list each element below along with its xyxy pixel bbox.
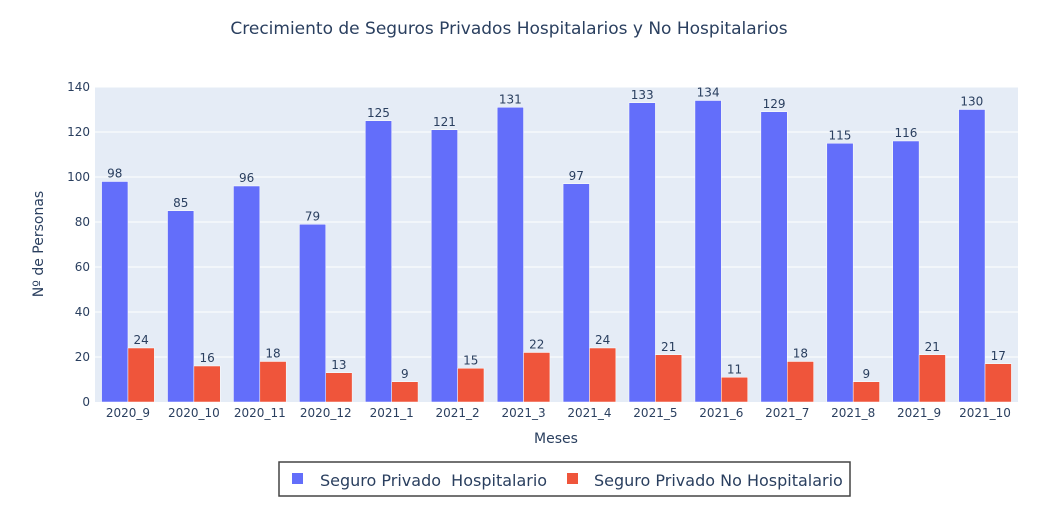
x-tick-label: 2020_11 [234,406,286,420]
data-label: 133 [631,88,654,102]
bar-hospitalario[interactable] [694,100,722,403]
data-label: 97 [569,169,584,183]
y-tick-label: 0 [82,395,90,409]
bar-no-hospitalario[interactable] [721,377,748,403]
data-label: 125 [367,106,390,120]
legend[interactable]: Seguro Privado Hospitalario Seguro Priva… [278,461,851,497]
data-label: 9 [401,367,409,381]
bar-hospitalario[interactable] [760,111,788,403]
x-tick-label: 2021_8 [831,406,875,420]
y-tick-label: 80 [75,215,90,229]
data-label: 115 [829,128,852,142]
x-axis-title: Meses [534,431,578,447]
bar-hospitalario[interactable] [958,109,986,403]
y-tick-label: 20 [75,350,90,364]
legend-label-hospitalario[interactable]: Seguro Privado Hospitalario [320,471,547,490]
legend-label-no-hospitalario[interactable]: Seguro Privado No Hospitalario [594,471,843,490]
data-label: 134 [697,86,720,100]
data-label: 24 [595,333,610,347]
x-tick-label: 2020_12 [300,406,352,420]
bar-hospitalario[interactable] [299,224,326,403]
legend-swatch-no-hospitalario[interactable] [567,473,578,484]
bar-hospitalario[interactable] [496,107,524,403]
x-tick-label: 2021_1 [370,406,414,420]
data-label: 11 [727,362,742,376]
data-label: 22 [529,338,544,352]
bar-hospitalario[interactable] [430,129,458,403]
bar-hospitalario[interactable] [562,183,590,403]
data-label: 116 [894,126,917,140]
data-label: 16 [199,351,214,365]
bar-hospitalario[interactable] [892,140,920,403]
data-label: 21 [661,340,676,354]
data-label: 24 [134,333,149,347]
bars[interactable]: 98 24 85 16 96 18 79 13 125 9 121 15 131 22 97 24 133 21 1… [101,86,1012,403]
bar-hospitalario[interactable] [101,181,129,403]
bar-no-hospitalario[interactable] [918,354,946,403]
bar-no-hospitalario[interactable] [127,347,155,403]
data-label: 129 [763,97,786,111]
x-tick-label: 2021_10 [959,406,1011,420]
x-tick-label: 2021_7 [765,406,809,420]
bar-no-hospitalario[interactable] [325,372,353,403]
x-tick-label: 2021_5 [633,406,677,420]
x-tick-label: 2021_2 [436,406,480,420]
legend-swatch-hospitalario[interactable] [292,473,303,484]
x-tick-label: 2020_9 [106,406,150,420]
x-axis-ticks: 2020_9 2020_10 2020_11 2020_12 2021_1 2021_2 2… [106,406,1011,420]
data-label: 13 [331,358,346,372]
data-label: 98 [107,167,122,181]
chart-title: Crecimiento de Seguros Privados Hospital… [230,19,787,39]
y-axis-ticks: 0 20 40 60 80 100 120 140 [67,80,90,409]
x-tick-label: 2021_9 [897,406,941,420]
bar-no-hospitalario[interactable] [787,361,814,403]
y-tick-label: 40 [75,305,90,319]
data-label: 96 [239,171,254,185]
bar-no-hospitalario[interactable] [457,368,485,403]
data-label: 131 [499,92,522,106]
y-tick-label: 140 [67,80,90,94]
bar-no-hospitalario[interactable] [259,361,287,403]
y-tick-label: 100 [67,170,90,184]
data-label: 9 [863,367,871,381]
legend-box [278,461,851,497]
data-label: 17 [991,349,1006,363]
data-label: 85 [173,196,188,210]
bar-no-hospitalario[interactable] [589,347,617,403]
bar-no-hospitalario[interactable] [523,352,551,403]
bar-hospitalario[interactable] [233,185,261,403]
data-label: 15 [463,353,478,367]
y-tick-label: 60 [75,260,90,274]
x-tick-label: 2020_10 [168,406,220,420]
x-tick-label: 2021_6 [699,406,743,420]
data-label: 18 [265,347,280,361]
bar-no-hospitalario[interactable] [391,381,419,403]
x-tick-label: 2021_3 [501,406,545,420]
bar-no-hospitalario[interactable] [193,365,221,403]
y-tick-label: 120 [67,125,90,139]
bar-no-hospitalario[interactable] [984,363,1012,403]
data-label: 130 [960,95,983,109]
bar-hospitalario[interactable] [826,143,854,403]
data-label: 121 [433,115,456,129]
data-label: 79 [305,209,320,223]
y-axis-title: Nº de Personas [31,191,47,297]
x-tick-label: 2021_4 [567,406,611,420]
bar-no-hospitalario[interactable] [655,354,683,403]
bar-hospitalario[interactable] [167,210,195,403]
bar-hospitalario[interactable] [628,102,656,403]
data-label: 18 [793,347,808,361]
data-label: 21 [925,340,940,354]
bar-hospitalario[interactable] [365,120,392,403]
bar-no-hospitalario[interactable] [852,381,880,403]
